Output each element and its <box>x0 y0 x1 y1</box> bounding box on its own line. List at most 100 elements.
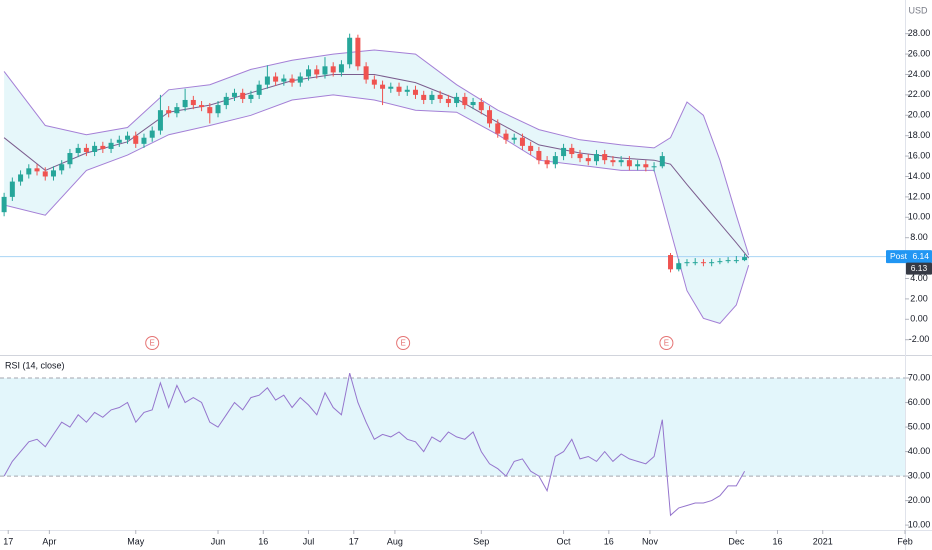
candle-body <box>717 261 723 263</box>
candle-body <box>478 102 484 111</box>
candle-body <box>676 263 682 270</box>
last-price-box <box>906 262 932 275</box>
x-tick-label: Feb <box>897 536 913 546</box>
candle-body <box>503 133 509 140</box>
y-tick-label: 40.00 <box>908 446 931 456</box>
candle-body <box>388 86 394 89</box>
candle-body <box>421 94 427 100</box>
candle-body <box>108 142 114 149</box>
earnings-marker <box>396 336 411 350</box>
candle-body <box>618 160 624 163</box>
candle-body <box>92 145 98 152</box>
last-price-label: 6.13 <box>911 263 928 273</box>
earnings-label: E <box>664 339 669 348</box>
candle-body <box>593 154 599 162</box>
candle-body <box>470 102 476 106</box>
candle-body <box>709 262 715 264</box>
candle-body <box>248 94 254 99</box>
candle-body <box>495 123 501 134</box>
candle-body <box>585 158 591 162</box>
candle-body <box>692 262 698 264</box>
currency-label: USD <box>908 5 928 15</box>
candle-body <box>668 255 674 270</box>
candle-body <box>725 260 731 262</box>
x-tick-label: May <box>127 536 145 546</box>
candle-body <box>83 147 89 152</box>
candle-body <box>149 130 155 138</box>
y-tick-label: 20.00 <box>908 495 931 505</box>
candle-body <box>223 96 229 106</box>
earnings-label: E <box>150 339 155 348</box>
y-tick-label: 16.00 <box>908 150 931 160</box>
candle-body <box>602 154 608 161</box>
candle-body <box>199 105 205 108</box>
y-tick-label: 26.00 <box>908 48 931 58</box>
candle-body <box>75 147 81 154</box>
candle-body <box>626 160 632 167</box>
candle-body <box>100 145 106 149</box>
candle-body <box>125 135 131 140</box>
candle-body <box>363 66 369 80</box>
candle-body <box>445 98 451 104</box>
rsi-line <box>3 372 746 517</box>
x-tick-label: Dec <box>728 536 745 546</box>
x-tick-label: Apr <box>42 536 56 546</box>
candle-body <box>536 150 542 161</box>
bollinger-lower <box>3 94 750 324</box>
candle-body <box>561 147 567 157</box>
earnings-label: E <box>400 339 405 348</box>
y-tick-label: 10.00 <box>908 519 931 529</box>
candle-body <box>742 257 748 261</box>
x-tick-label: Sep <box>473 536 489 546</box>
candle-body <box>643 164 649 168</box>
candle-body <box>330 66 336 73</box>
x-tick-label: Jul <box>303 536 315 546</box>
y-tick-label: 70.00 <box>908 372 931 382</box>
candle-body <box>511 137 517 140</box>
candle-body <box>577 154 583 159</box>
x-tick-label: Nov <box>642 536 659 546</box>
candle-body <box>26 168 32 175</box>
candle-body <box>610 160 616 163</box>
post-price-box <box>886 250 932 264</box>
y-tick-label: 30.00 <box>908 470 931 480</box>
x-tick-label: 2021 <box>813 536 833 546</box>
candle-body <box>59 164 65 171</box>
candle-body <box>412 89 418 95</box>
candle-body <box>297 76 303 83</box>
bollinger-upper <box>3 49 750 256</box>
candle-body <box>347 37 353 65</box>
candle-body <box>528 145 534 151</box>
candle-body <box>314 69 320 75</box>
candle-body <box>273 76 279 82</box>
x-tick-label: 16 <box>772 536 782 546</box>
candle-body <box>659 156 665 167</box>
candle-body <box>437 94 443 99</box>
y-tick-label: 14.00 <box>908 171 931 181</box>
post-price-label: 6.14 <box>912 251 929 261</box>
candle-body <box>207 107 213 114</box>
candle-body <box>190 99 196 106</box>
post-label: Post <box>890 251 908 261</box>
candle-body <box>182 99 188 108</box>
candle-body <box>635 164 641 167</box>
y-tick-label: 8.00 <box>910 232 928 242</box>
candle-body <box>116 139 122 143</box>
x-tick-label: Jun <box>211 536 226 546</box>
y-tick-label: 50.00 <box>908 421 931 431</box>
candle-body <box>157 110 163 131</box>
candle-body <box>256 84 262 95</box>
y-tick-label: 28.00 <box>908 28 931 38</box>
candle-body <box>487 110 493 124</box>
candle-body <box>166 110 172 114</box>
candle-body <box>9 181 15 197</box>
candle-body <box>396 86 402 92</box>
y-tick-label: 4.00 <box>910 273 928 283</box>
candle-body <box>544 160 550 165</box>
y-tick-label: 2.00 <box>910 293 928 303</box>
candle-body <box>1 196 7 213</box>
y-tick-label: 22.00 <box>908 89 931 99</box>
candle-body <box>700 262 706 264</box>
candle-body <box>462 96 468 106</box>
